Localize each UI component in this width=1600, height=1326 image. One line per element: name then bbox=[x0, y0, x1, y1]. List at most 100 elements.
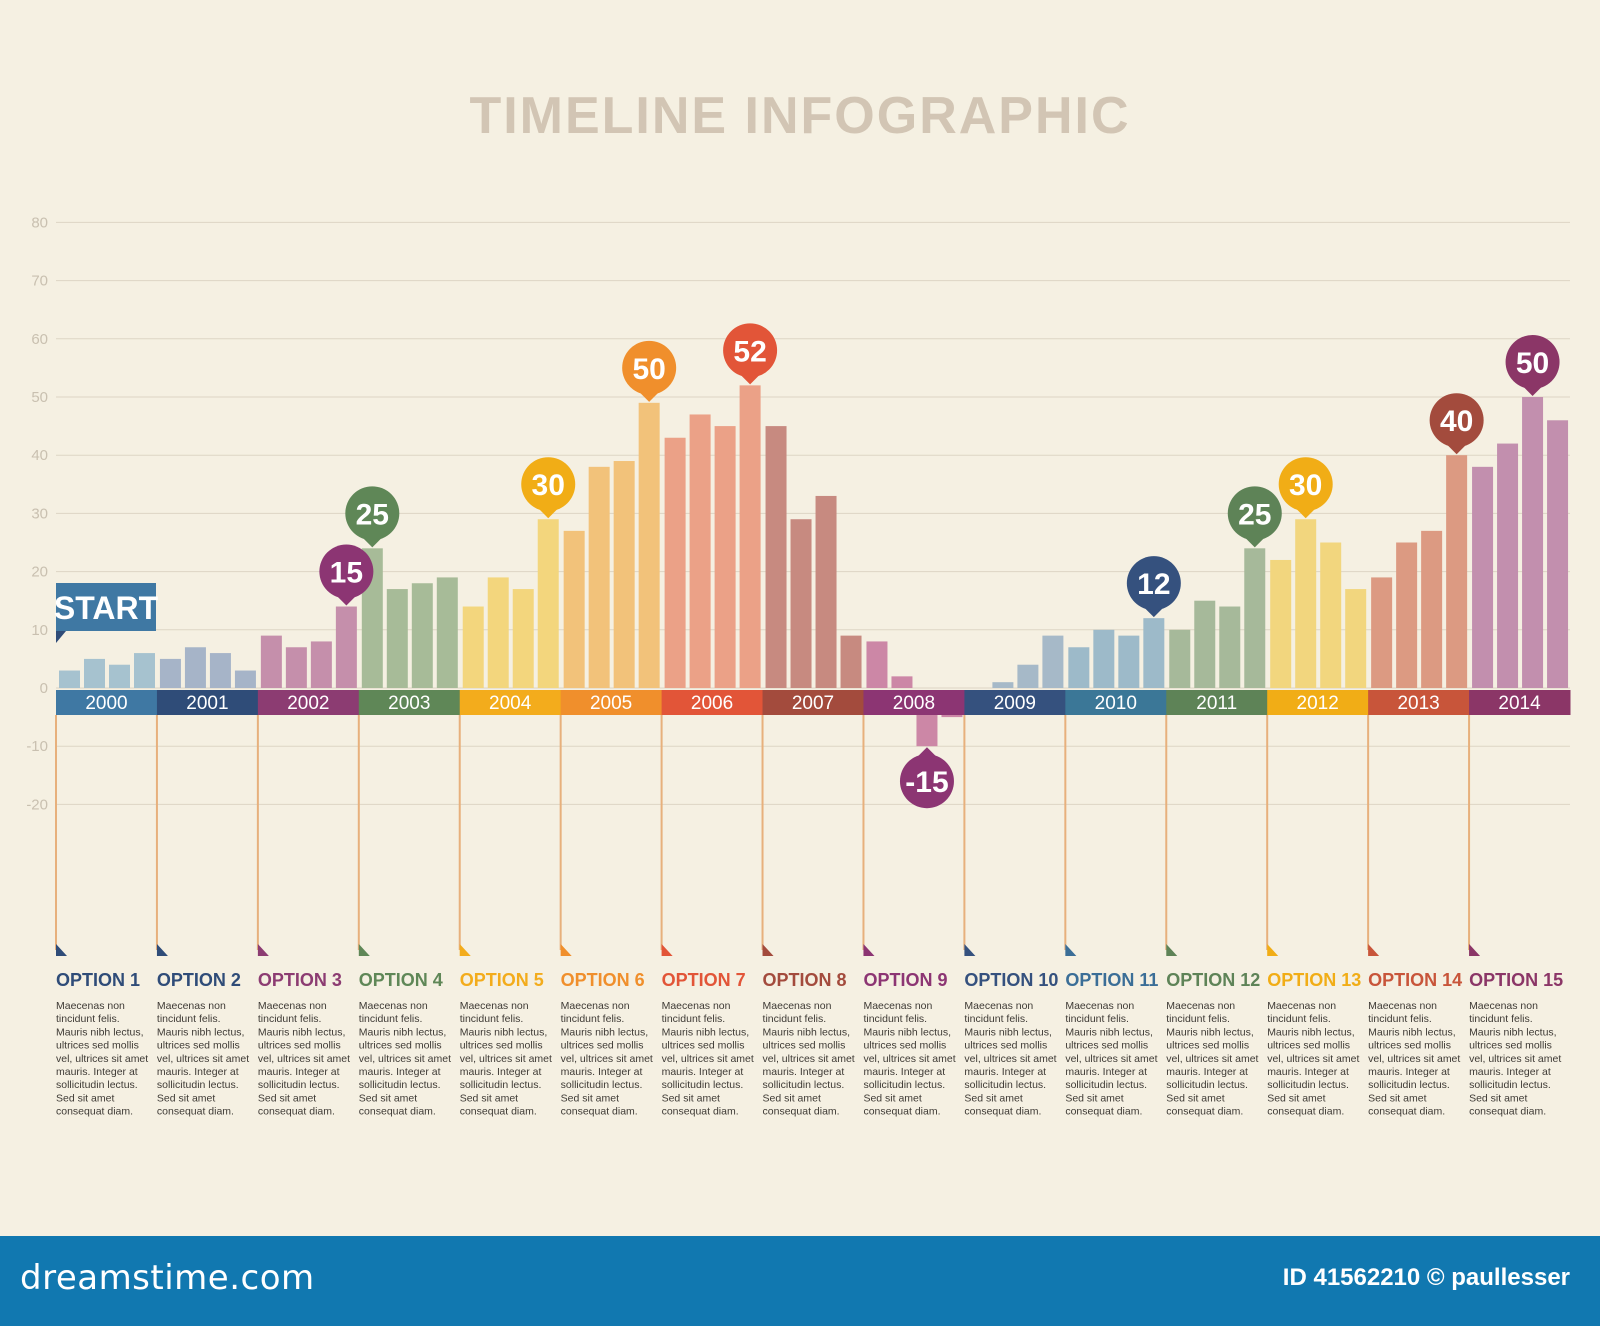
pin-label: 12 bbox=[1137, 568, 1170, 601]
pin-circle bbox=[345, 486, 400, 541]
bar bbox=[840, 635, 862, 688]
option-description-line: ultrices sed mollis bbox=[157, 1040, 240, 1052]
bar bbox=[1093, 629, 1115, 688]
option-description-line: mauris. Integer at bbox=[359, 1066, 441, 1078]
option-description-line: mauris. Integer at bbox=[1267, 1066, 1349, 1078]
pin-label: 50 bbox=[1516, 347, 1549, 380]
option-description-line: sollicitudin lectus. bbox=[964, 1079, 1046, 1091]
option-description-line: ultrices sed mollis bbox=[460, 1040, 543, 1052]
option-title: OPTION 15 bbox=[1469, 970, 1563, 990]
option-description-line: sollicitudin lectus. bbox=[763, 1079, 845, 1091]
bar bbox=[1169, 629, 1191, 688]
year-label: 2012 bbox=[1297, 693, 1339, 714]
connector-marker bbox=[1065, 944, 1077, 956]
option-description-line: consequat diam. bbox=[1469, 1106, 1546, 1118]
option-description-line: vel, ultrices sit amet bbox=[359, 1053, 451, 1065]
option-description-line: Sed sit amet bbox=[863, 1092, 921, 1104]
option-description-line: consequat diam. bbox=[964, 1106, 1041, 1118]
option-description-line: mauris. Integer at bbox=[561, 1066, 643, 1078]
y-tick-label: 0 bbox=[40, 680, 48, 697]
option-description-line: sollicitudin lectus. bbox=[1267, 1079, 1349, 1091]
option-description-line: Mauris nibh lectus, bbox=[460, 1026, 548, 1038]
option-description-line: Maecenas non bbox=[460, 1000, 529, 1012]
bar bbox=[234, 670, 256, 688]
option-description-line: sollicitudin lectus. bbox=[157, 1079, 239, 1091]
option-description-line: Mauris nibh lectus, bbox=[763, 1026, 851, 1038]
option-description-line: Sed sit amet bbox=[1368, 1092, 1426, 1104]
option-description-line: ultrices sed mollis bbox=[1267, 1040, 1350, 1052]
option-description-line: tincidunt felis. bbox=[964, 1013, 1028, 1025]
option-description-line: mauris. Integer at bbox=[258, 1066, 340, 1078]
option-description-line: vel, ultrices sit amet bbox=[460, 1053, 552, 1065]
connector-marker bbox=[459, 944, 471, 956]
option-description-line: Mauris nibh lectus, bbox=[863, 1026, 951, 1038]
option-description-line: mauris. Integer at bbox=[662, 1066, 744, 1078]
bar bbox=[588, 466, 610, 688]
pin-label: 52 bbox=[733, 335, 766, 368]
option-title: OPTION 6 bbox=[561, 970, 645, 990]
option-description-line: Maecenas non bbox=[662, 1000, 731, 1012]
option-description-line: Maecenas non bbox=[763, 1000, 832, 1012]
connector-marker bbox=[863, 944, 875, 956]
option-description-line: consequat diam. bbox=[1267, 1106, 1344, 1118]
option-description-line: sollicitudin lectus. bbox=[1166, 1079, 1248, 1091]
option-description-line: mauris. Integer at bbox=[1065, 1066, 1147, 1078]
bar bbox=[285, 647, 307, 688]
bar bbox=[790, 519, 812, 688]
option-description-line: vel, ultrices sit amet bbox=[157, 1053, 249, 1065]
bar bbox=[1270, 559, 1292, 688]
year-segment bbox=[459, 690, 562, 715]
value-pin: 25 bbox=[1227, 486, 1282, 548]
option-description-line: Mauris nibh lectus, bbox=[1469, 1026, 1557, 1038]
bar bbox=[664, 437, 686, 688]
option-title: OPTION 11 bbox=[1065, 970, 1158, 990]
bar bbox=[1497, 443, 1519, 688]
pin-circle bbox=[1429, 393, 1484, 448]
option-description-line: ultrices sed mollis bbox=[1368, 1040, 1451, 1052]
pin-label: 25 bbox=[1238, 498, 1271, 531]
bar bbox=[1219, 606, 1241, 688]
connector-marker bbox=[56, 944, 67, 956]
option-description-line: ultrices sed mollis bbox=[56, 1040, 139, 1052]
year-segment bbox=[560, 690, 663, 715]
value-pin: 25 bbox=[345, 486, 400, 548]
year-label: 2002 bbox=[287, 693, 329, 714]
start-flag: START bbox=[54, 583, 159, 643]
y-tick-label: 40 bbox=[31, 447, 48, 464]
option-description-line: tincidunt felis. bbox=[763, 1013, 827, 1025]
option-description-line: tincidunt felis. bbox=[359, 1013, 423, 1025]
bar bbox=[866, 641, 888, 688]
option-title: OPTION 12 bbox=[1166, 970, 1260, 990]
bar bbox=[386, 589, 408, 688]
value-pin: 52 bbox=[723, 323, 778, 385]
bar bbox=[739, 385, 761, 688]
bar bbox=[1143, 618, 1165, 688]
bar bbox=[159, 658, 181, 688]
year-label: 2001 bbox=[186, 693, 228, 714]
y-tick-label: -10 bbox=[26, 738, 48, 755]
option-description-line: consequat diam. bbox=[863, 1106, 940, 1118]
bar bbox=[487, 577, 509, 688]
y-tick-label: 20 bbox=[31, 564, 48, 581]
year-label: 2010 bbox=[1095, 693, 1137, 714]
bar bbox=[1320, 542, 1342, 688]
year-label: 2003 bbox=[388, 693, 430, 714]
year-label: 2004 bbox=[489, 693, 532, 714]
value-pin: 12 bbox=[1126, 556, 1181, 618]
pin-circle bbox=[1278, 457, 1333, 512]
y-tick-labels: 80 70 60 50 40 30 20 10 0 -10 -20 bbox=[26, 214, 48, 813]
bar bbox=[1371, 577, 1393, 688]
option-description-line: sollicitudin lectus. bbox=[561, 1079, 643, 1091]
option-description-line: ultrices sed mollis bbox=[1166, 1040, 1249, 1052]
option-description-line: Sed sit amet bbox=[1267, 1092, 1325, 1104]
option-description-line: sollicitudin lectus. bbox=[359, 1079, 441, 1091]
year-label: 2013 bbox=[1397, 693, 1439, 714]
value-pin: -15 bbox=[899, 747, 954, 809]
bar bbox=[1547, 420, 1569, 688]
year-label: 2014 bbox=[1498, 693, 1541, 714]
y-tick-label: -20 bbox=[26, 796, 48, 813]
option-description-line: ultrices sed mollis bbox=[359, 1040, 442, 1052]
option-description-line: mauris. Integer at bbox=[1368, 1066, 1450, 1078]
